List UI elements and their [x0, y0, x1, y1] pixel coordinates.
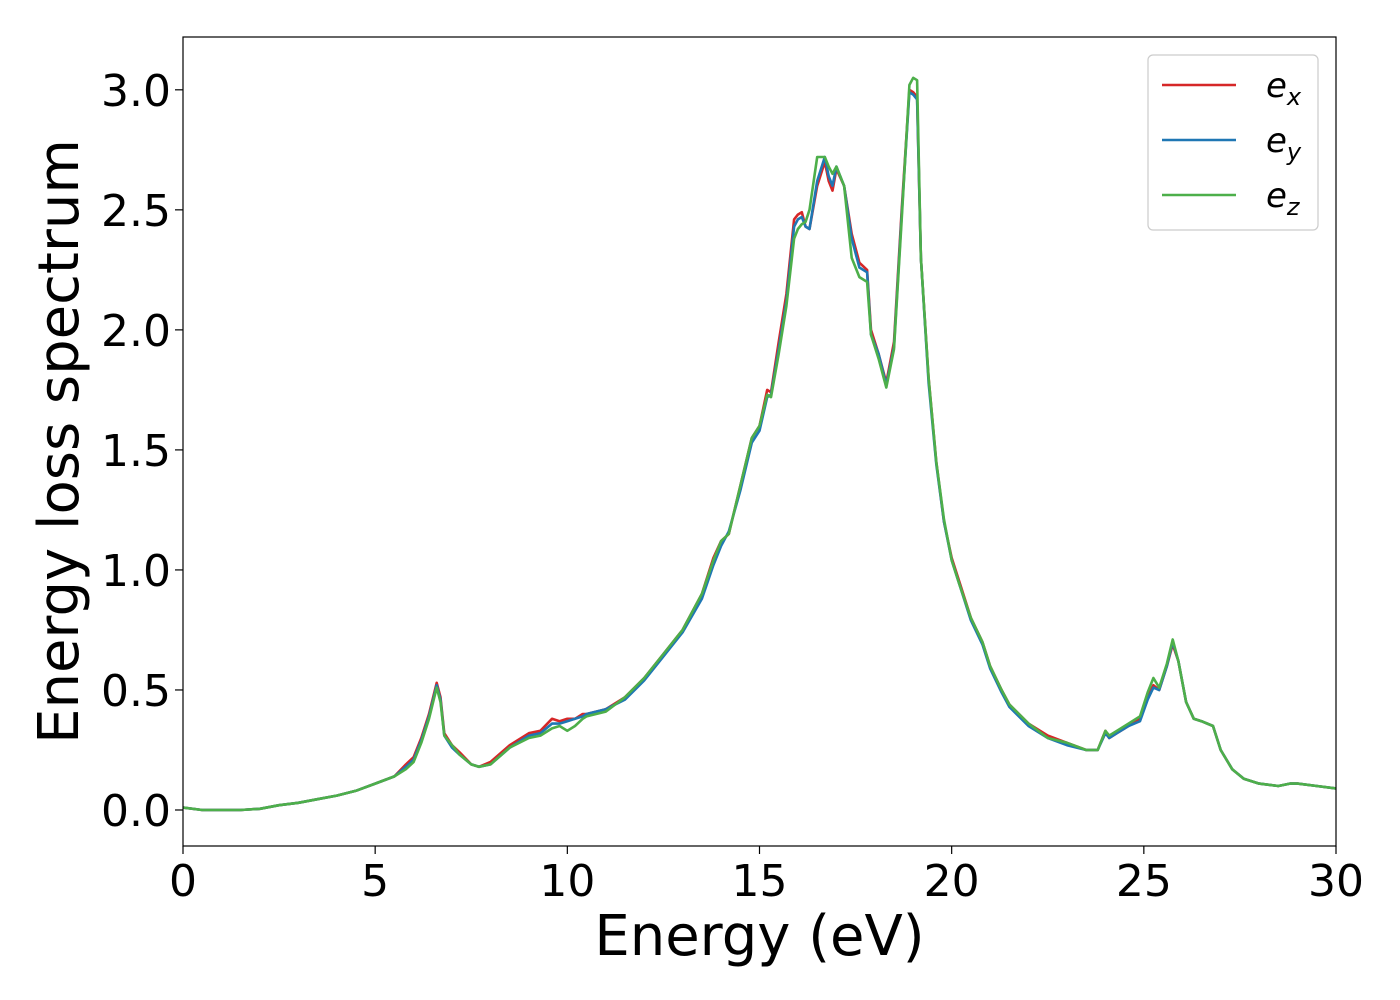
series-line-ez — [183, 76, 1336, 812]
y-tick-label: 0.0 — [101, 786, 171, 837]
y-tick-label: 2.0 — [101, 306, 171, 357]
x-axis-title: Energy (eV) — [594, 904, 924, 969]
x-tick-label: 25 — [1116, 856, 1172, 907]
y-tick-label: 2.5 — [101, 186, 171, 237]
x-tick-label: 5 — [361, 856, 389, 907]
legend-box — [1147, 54, 1319, 231]
y-tick-label: 3.0 — [101, 66, 171, 117]
x-tick-label: 20 — [924, 856, 980, 907]
x-axis: 0 5 10 15 20 25 30 — [169, 846, 1364, 907]
y-tick-label: 1.5 — [101, 426, 171, 477]
y-axis: 0.0 0.5 1.0 1.5 2.0 2.5 3.0 — [101, 66, 183, 837]
x-tick-label: 30 — [1308, 856, 1364, 907]
x-tick-label: 15 — [732, 856, 788, 907]
legend-label-ez: ez — [1266, 176, 1301, 221]
x-tick-label: 10 — [539, 856, 595, 907]
series-layer — [183, 76, 1336, 812]
y-tick-label: 1.0 — [101, 546, 171, 597]
y-tick-label: 0.5 — [101, 666, 171, 717]
x-tick-label: 0 — [169, 856, 197, 907]
y-axis-title: Energy loss spectrum — [27, 139, 92, 744]
